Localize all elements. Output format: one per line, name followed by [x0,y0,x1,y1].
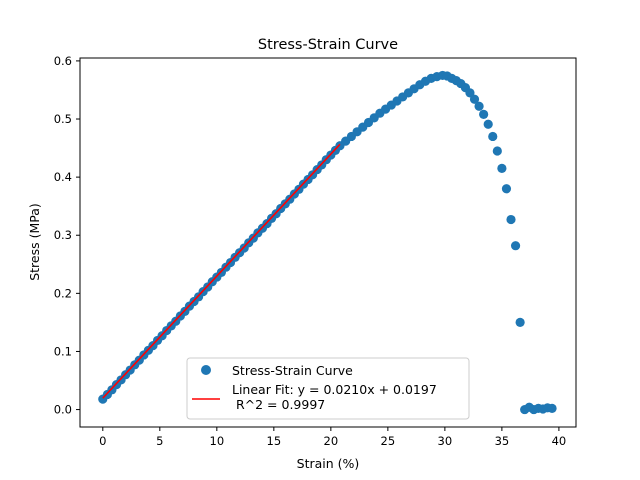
data-point [474,101,484,111]
x-tick-label: 0 [99,434,106,448]
legend-label-scatter: Stress-Strain Curve [232,363,353,378]
y-tick-label: 0.2 [54,286,72,300]
data-point [510,241,521,251]
data-point [497,163,507,174]
x-tick-label: 15 [267,434,282,448]
fit-line [102,143,341,399]
x-axis-label: Strain (%) [297,456,360,471]
data-point [501,184,512,194]
legend-marker-scatter [201,365,211,375]
y-tick-label: 0.4 [54,170,72,184]
data-point [506,214,516,225]
data-point [515,317,525,327]
x-tick-label: 25 [381,434,396,448]
y-tick-label: 0.1 [54,344,72,358]
legend-label-fit-line-2: R^2 = 0.9997 [232,397,325,412]
data-point [465,88,475,98]
data-point [488,131,498,142]
x-tick-label: 40 [552,434,567,448]
data-point [479,109,489,119]
data-point [547,403,557,413]
y-tick-label: 0.6 [54,54,72,68]
x-tick-label: 5 [156,434,163,448]
y-axis-label: Stress (MPa) [27,203,42,281]
legend: Stress-Strain Curve Linear Fit: y = 0.02… [186,357,470,420]
x-tick-label: 30 [438,434,453,448]
chart-title: Stress-Strain Curve [258,37,398,53]
legend-label-fit: Linear Fit: y = 0.0210x + 0.0197 R^2 = 0… [232,382,441,412]
x-tick-label: 10 [210,434,225,448]
axis-ticks: 0 5 10 15 20 25 30 35 40 0.0 0.1 0.2 0.3 0.4 0.5 0.6 [54,54,567,448]
axes-frame [79,57,577,428]
x-tick-label: 35 [495,434,510,448]
data-point [483,119,493,129]
legend-label-fit-line-1: Linear Fit: y = 0.0210x + 0.0197 [232,382,437,397]
data-point [469,94,480,104]
y-tick-label: 0.5 [54,112,72,126]
y-tick-label: 0.0 [54,403,72,417]
y-tick-label: 0.3 [54,228,72,242]
x-tick-label: 20 [324,434,339,448]
data-point [492,146,502,156]
legend-box [186,357,470,420]
plot-area [98,70,557,415]
